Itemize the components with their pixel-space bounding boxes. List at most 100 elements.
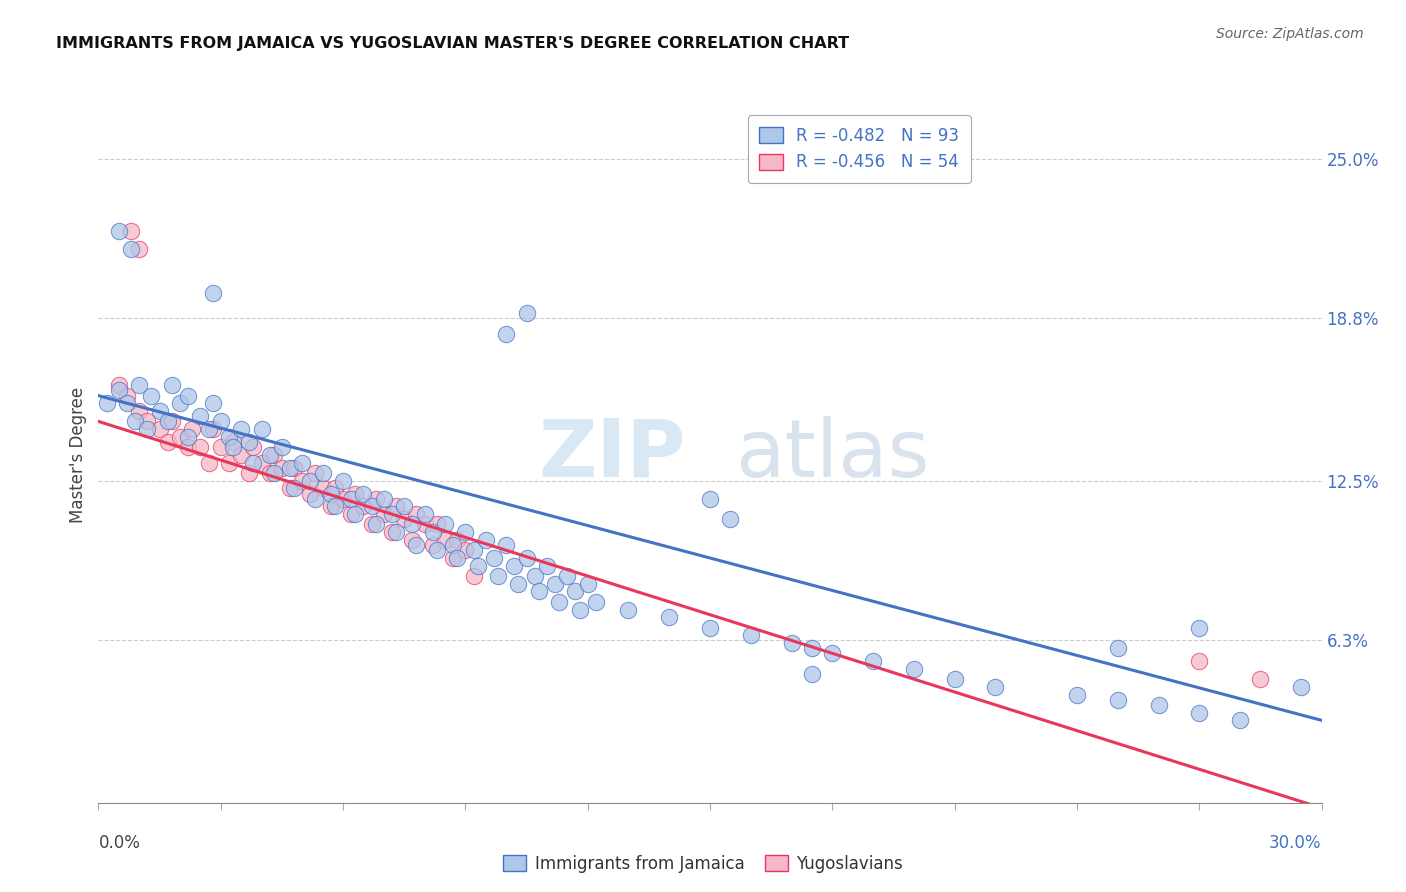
Point <box>1229 714 1251 728</box>
Point <box>177 430 200 444</box>
Point <box>426 543 449 558</box>
Point <box>381 525 404 540</box>
Point <box>486 569 509 583</box>
Point <box>259 466 281 480</box>
Point <box>177 389 200 403</box>
Point <box>323 482 346 496</box>
Point <box>434 517 457 532</box>
Point <box>401 533 423 547</box>
Point <box>903 662 925 676</box>
Point <box>238 466 260 480</box>
Point <box>617 602 640 616</box>
Point <box>801 667 824 681</box>
Point <box>283 460 305 475</box>
Point <box>156 435 179 450</box>
Point <box>360 517 382 532</box>
Point <box>128 378 150 392</box>
Point <box>96 396 118 410</box>
Point <box>943 672 966 686</box>
Point <box>508 576 530 591</box>
Point <box>149 404 172 418</box>
Point <box>177 440 200 454</box>
Text: ZIP: ZIP <box>538 416 686 494</box>
Point <box>188 440 212 454</box>
Point <box>278 482 301 496</box>
Point <box>441 538 464 552</box>
Point <box>434 533 457 547</box>
Point <box>222 435 245 450</box>
Point <box>422 525 444 540</box>
Point <box>259 448 281 462</box>
Point <box>360 500 382 514</box>
Text: 0.0%: 0.0% <box>98 834 141 852</box>
Point <box>242 440 264 454</box>
Point <box>422 538 444 552</box>
Point <box>740 628 762 642</box>
Point <box>463 543 485 558</box>
Point <box>548 595 571 609</box>
Point <box>181 422 204 436</box>
Point <box>156 414 179 428</box>
Point <box>312 466 335 480</box>
Point <box>718 512 742 526</box>
Point <box>270 440 294 454</box>
Point <box>263 448 285 462</box>
Point <box>160 414 183 428</box>
Point <box>319 500 342 514</box>
Point <box>821 646 844 660</box>
Point <box>392 500 416 514</box>
Point <box>242 456 264 470</box>
Point <box>263 466 285 480</box>
Point <box>364 517 387 532</box>
Point <box>523 569 546 583</box>
Point <box>780 636 803 650</box>
Point <box>441 551 464 566</box>
Point <box>160 378 183 392</box>
Point <box>312 482 335 496</box>
Point <box>984 680 1007 694</box>
Text: IMMIGRANTS FROM JAMAICA VS YUGOSLAVIAN MASTER'S DEGREE CORRELATION CHART: IMMIGRANTS FROM JAMAICA VS YUGOSLAVIAN M… <box>56 36 849 51</box>
Point <box>136 414 159 428</box>
Point <box>209 414 232 428</box>
Point <box>401 517 423 532</box>
Point <box>124 414 146 428</box>
Point <box>1188 706 1211 720</box>
Point <box>201 396 224 410</box>
Point <box>516 306 538 320</box>
Point <box>467 558 489 573</box>
Point <box>544 576 567 591</box>
Point <box>108 384 131 398</box>
Point <box>1249 672 1271 686</box>
Legend: Immigrants from Jamaica, Yugoslavians: Immigrants from Jamaica, Yugoslavians <box>496 848 910 880</box>
Point <box>1066 688 1088 702</box>
Point <box>564 584 586 599</box>
Point <box>699 491 721 506</box>
Point <box>503 558 526 573</box>
Point <box>426 517 449 532</box>
Point <box>197 422 219 436</box>
Point <box>283 482 305 496</box>
Point <box>1188 654 1211 668</box>
Point <box>699 621 721 635</box>
Point <box>128 404 150 418</box>
Text: atlas: atlas <box>735 416 929 494</box>
Point <box>218 456 240 470</box>
Point <box>188 409 212 424</box>
Point <box>352 500 374 514</box>
Point <box>413 507 436 521</box>
Point <box>1291 680 1313 694</box>
Point <box>536 558 558 573</box>
Point <box>385 500 408 514</box>
Point <box>323 500 346 514</box>
Point <box>413 517 436 532</box>
Point <box>231 448 253 462</box>
Point <box>222 440 245 454</box>
Point <box>352 486 374 500</box>
Point <box>218 430 240 444</box>
Point <box>454 543 477 558</box>
Point <box>201 422 224 436</box>
Point <box>304 466 326 480</box>
Point <box>373 491 395 506</box>
Point <box>340 491 363 506</box>
Point <box>291 456 314 470</box>
